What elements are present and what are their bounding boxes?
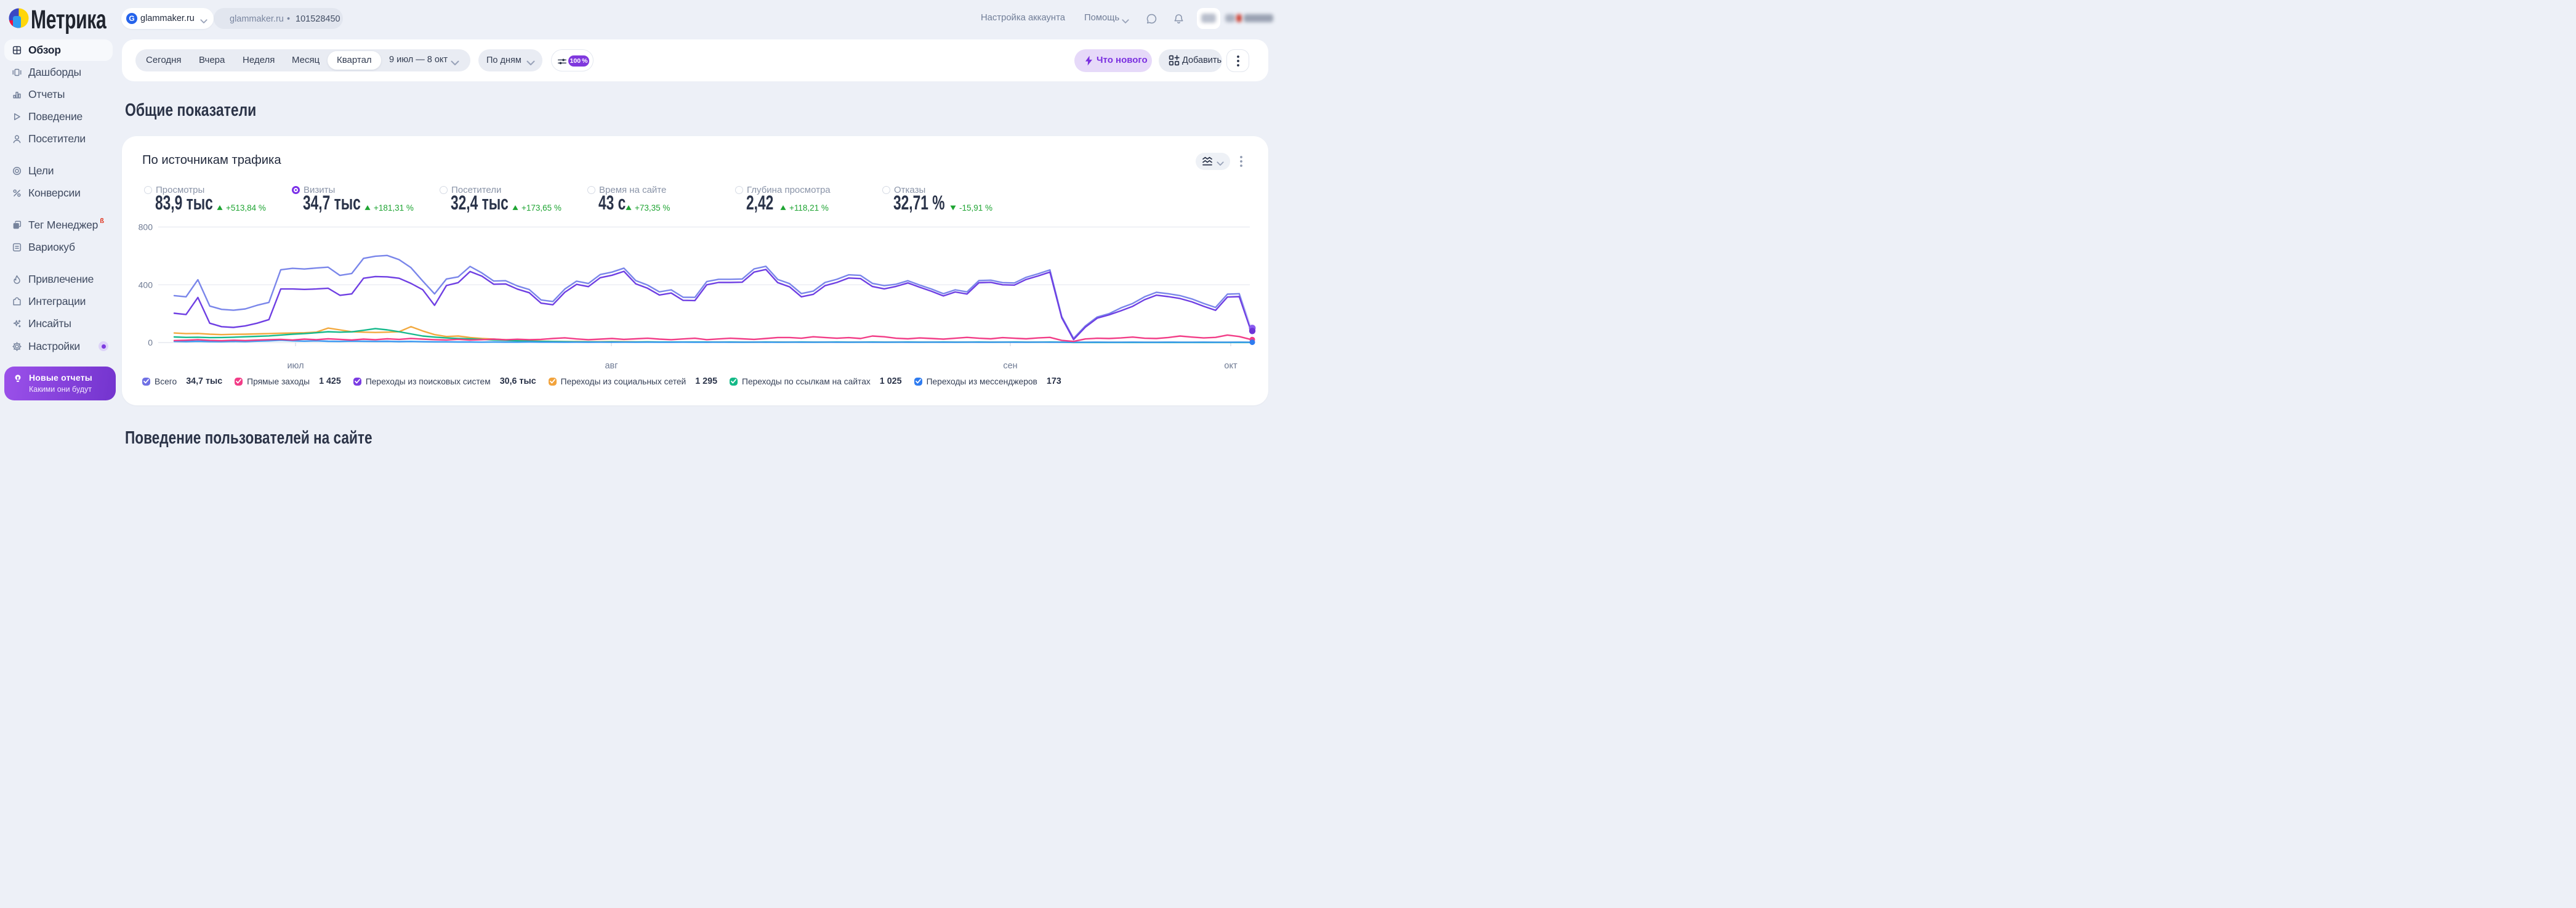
svg-text:800: 800 <box>139 222 153 232</box>
svg-text:400: 400 <box>139 280 153 290</box>
svg-text:июл: июл <box>287 361 304 371</box>
svg-text:окт: окт <box>1224 361 1238 371</box>
svg-text:авг: авг <box>605 361 618 371</box>
svg-text:0: 0 <box>148 338 153 347</box>
svg-text:сен: сен <box>1003 361 1017 371</box>
